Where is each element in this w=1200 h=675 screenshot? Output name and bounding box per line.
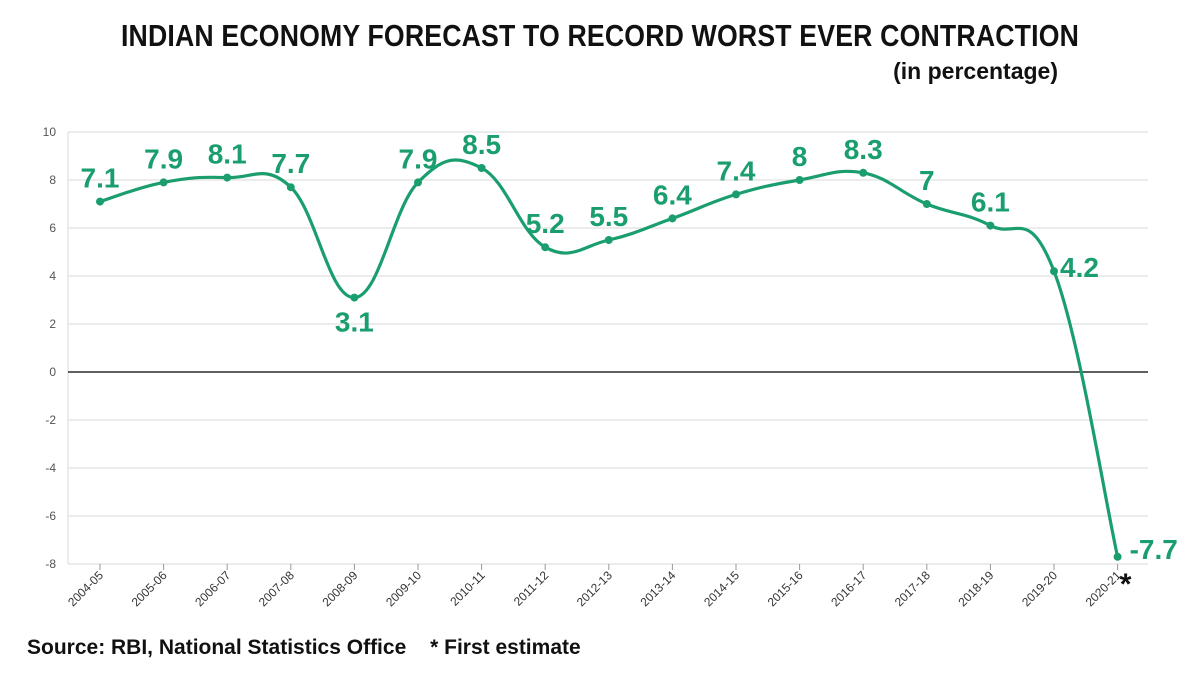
data-label: 7.4 — [717, 155, 756, 186]
data-label: 7.9 — [144, 143, 183, 174]
y-tick-label: -6 — [45, 509, 56, 523]
x-tick-label: 2007-08 — [256, 568, 297, 609]
data-point — [668, 214, 677, 223]
x-tick-label: 2017-18 — [892, 568, 933, 609]
x-tick-label: 2018-19 — [955, 568, 996, 609]
y-tick-label: 4 — [49, 269, 56, 283]
y-tick-label: -2 — [45, 413, 56, 427]
x-tick-label: 2011-12 — [511, 568, 552, 609]
data-label: 6.4 — [653, 179, 692, 210]
data-label: 7.1 — [81, 163, 120, 194]
x-tick-label: 2016-17 — [828, 568, 869, 609]
source-note: Source: RBI, National Statistics Office — [27, 636, 407, 659]
data-point — [604, 236, 613, 244]
y-tick-label: 0 — [49, 365, 56, 379]
data-label: 7 — [919, 165, 935, 196]
y-tick-label: -8 — [45, 557, 56, 571]
x-tick-label: 2014-15 — [701, 568, 742, 609]
data-label: 3.1 — [335, 307, 374, 338]
chart-title: INDIAN ECONOMY FORECAST TO RECORD WORST … — [120, 18, 1080, 53]
x-tick-label: 2019-20 — [1019, 568, 1060, 609]
data-point — [1113, 552, 1122, 561]
x-tick-label: 2015-16 — [765, 568, 806, 609]
x-tick-label: 2006-07 — [192, 568, 233, 609]
x-tick-label: 2004-05 — [65, 568, 106, 609]
y-tick-label: 6 — [49, 221, 56, 235]
data-point — [986, 221, 995, 230]
data-label: 8.1 — [208, 139, 247, 170]
data-point — [795, 176, 804, 184]
x-tick-label: 2020-21 — [1083, 568, 1124, 609]
data-label: 5.2 — [526, 208, 565, 239]
x-tick-label: 2005-06 — [129, 568, 170, 609]
y-tick-label: -4 — [45, 461, 56, 475]
data-label: -7.7 — [1130, 534, 1178, 565]
estimate-note: * First estimate — [430, 636, 581, 659]
chart-subtitle: (in percentage) — [893, 58, 1058, 84]
data-point — [541, 243, 550, 252]
x-tick-label: 2008-09 — [319, 568, 360, 609]
y-tick-label: 10 — [43, 125, 57, 139]
data-point — [1050, 267, 1058, 276]
x-axis-ticks: 2004-05 2005-06 2006-07 2007-08 2008-09 2009-… — [65, 564, 1132, 609]
data-point — [286, 183, 295, 192]
data-label: 7.7 — [271, 148, 310, 179]
data-label: 8 — [792, 141, 808, 172]
x-tick-label: 2012-13 — [574, 568, 615, 609]
y-tick-label: 8 — [49, 173, 56, 187]
data-point — [414, 178, 422, 187]
footer: Source: RBI, National Statistics Office … — [27, 636, 599, 660]
data-labels: 7.1 7.9 8.1 7.7 3.1 7.9 8.5 5.2 5.5 6.4 7.4 8 8.3 7 6.… — [81, 129, 1178, 565]
data-point — [223, 173, 232, 182]
data-label: 8.3 — [844, 134, 883, 165]
data-point — [922, 200, 931, 208]
grid-lines — [67, 131, 1148, 565]
x-tick-label: 2010-11 — [447, 568, 488, 609]
x-tick-label: 2009-10 — [383, 568, 424, 609]
x-tick-label: 2013-14 — [637, 568, 678, 609]
data-point — [96, 197, 104, 206]
data-label: 5.5 — [589, 201, 628, 232]
data-label: 6.1 — [971, 187, 1010, 218]
data-label: 4.2 — [1060, 252, 1099, 283]
data-label: 8.5 — [462, 129, 501, 160]
data-points — [96, 164, 1122, 561]
data-point — [859, 168, 868, 177]
data-point — [732, 190, 740, 199]
y-tick-label: 2 — [49, 317, 56, 331]
y-axis-ticks: 10 8 6 4 2 0 -2 -4 -6 -8 — [43, 125, 57, 571]
data-label: 7.9 — [399, 143, 438, 174]
data-point — [159, 178, 168, 187]
data-point — [477, 164, 486, 172]
data-point — [350, 293, 359, 302]
first-estimate-asterisk: * — [1120, 568, 1132, 601]
